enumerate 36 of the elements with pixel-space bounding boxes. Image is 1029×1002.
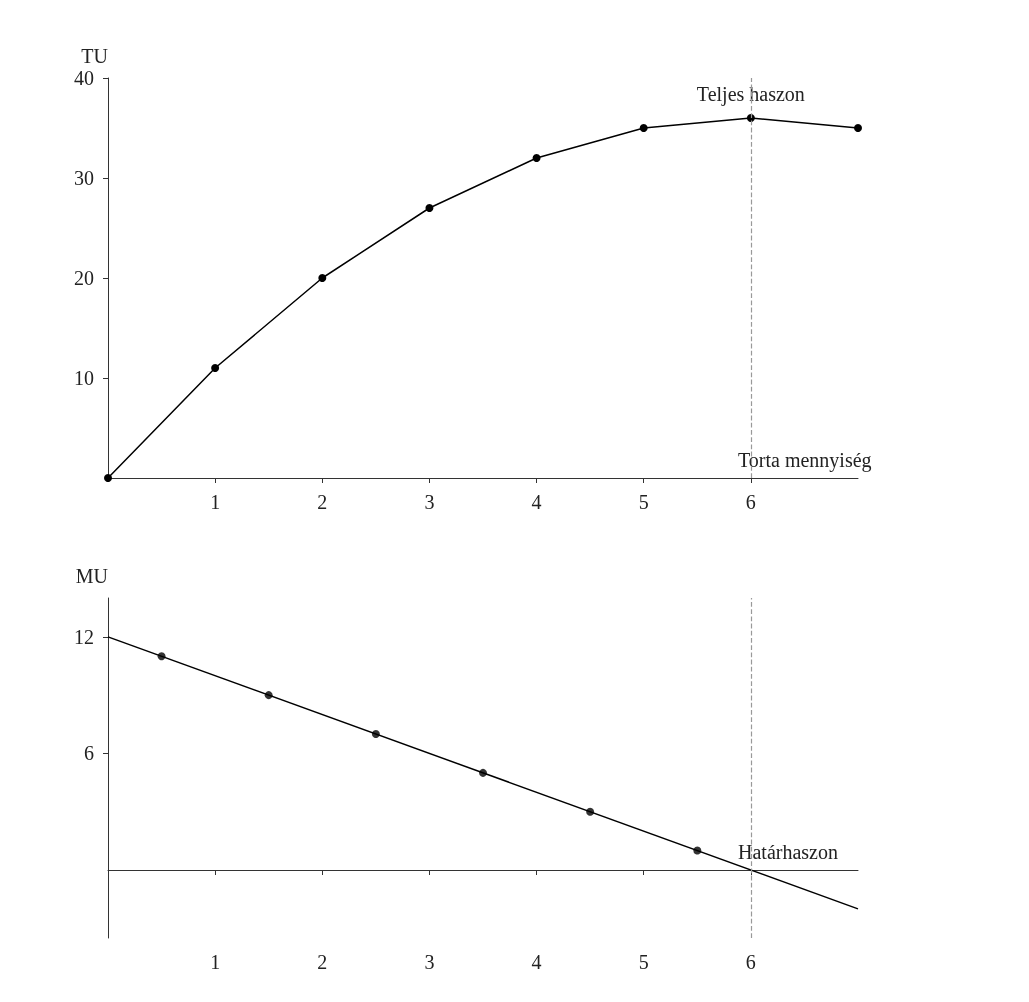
y-tick-label: 12 (74, 625, 94, 648)
x-tick-label: 1 (210, 951, 221, 973)
x-axis-title: Határhaszon (738, 841, 838, 863)
y-axis-title: TU (81, 45, 109, 67)
point (425, 204, 434, 212)
point (318, 274, 327, 282)
y-axis-title: MU (75, 565, 109, 587)
x-axis-title: Torta mennyiség (738, 449, 872, 472)
x-tick-label: 2 (317, 951, 328, 973)
point (532, 154, 541, 162)
y-tick-label: 40 (74, 67, 94, 89)
x-tick-label: 3 (424, 951, 435, 973)
point (371, 730, 380, 738)
point (211, 364, 220, 372)
y-tick-label: 20 (74, 267, 94, 289)
point (157, 652, 166, 661)
x-tick-label: 4 (531, 491, 542, 513)
point (264, 691, 273, 700)
x-tick-label: 5 (638, 951, 649, 973)
point (479, 768, 487, 777)
x-tick-label: 3 (424, 491, 435, 513)
point (854, 124, 862, 132)
point (639, 124, 648, 132)
y-tick-label: 6 (84, 742, 94, 765)
x-tick-label: 6 (745, 491, 756, 513)
x-tick-label: 6 (745, 951, 756, 973)
y-tick-label: 30 (74, 167, 94, 189)
x-tick-label: 2 (317, 491, 328, 513)
x-tick-label: 4 (531, 951, 542, 973)
point (693, 846, 702, 855)
point (104, 474, 112, 482)
point (586, 807, 595, 816)
y-tick-label: 10 (74, 367, 94, 389)
x-tick-label: 5 (638, 491, 649, 513)
x-tick-label: 1 (210, 491, 221, 513)
annotation: Teljes haszon (696, 83, 805, 106)
